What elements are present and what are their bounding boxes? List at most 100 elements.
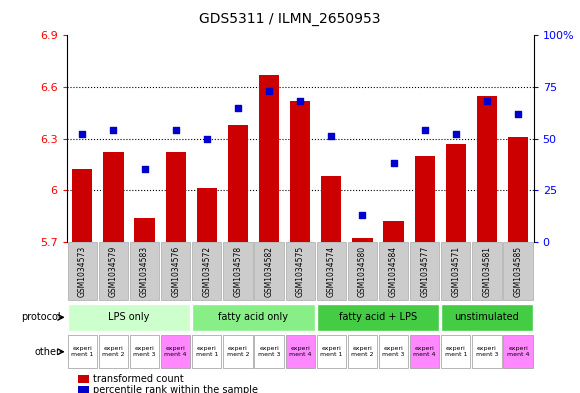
Bar bbox=[352, 238, 372, 242]
Point bbox=[233, 105, 242, 111]
Text: experi
ment 2: experi ment 2 bbox=[351, 346, 374, 357]
FancyBboxPatch shape bbox=[441, 242, 470, 300]
Point bbox=[420, 127, 429, 133]
Point bbox=[171, 127, 180, 133]
FancyBboxPatch shape bbox=[255, 242, 284, 300]
Text: GSM1034582: GSM1034582 bbox=[264, 246, 274, 297]
Text: experi
ment 4: experi ment 4 bbox=[414, 346, 436, 357]
Text: experi
ment 3: experi ment 3 bbox=[382, 346, 405, 357]
Text: experi
ment 2: experi ment 2 bbox=[102, 346, 125, 357]
FancyBboxPatch shape bbox=[285, 242, 315, 300]
FancyBboxPatch shape bbox=[379, 336, 408, 368]
Text: GSM1034578: GSM1034578 bbox=[233, 246, 242, 297]
Text: GSM1034575: GSM1034575 bbox=[296, 246, 304, 297]
FancyBboxPatch shape bbox=[223, 242, 252, 300]
Bar bbox=[259, 75, 279, 242]
FancyBboxPatch shape bbox=[503, 336, 532, 368]
Text: experi
ment 4: experi ment 4 bbox=[164, 346, 187, 357]
Text: GSM1034572: GSM1034572 bbox=[202, 246, 211, 297]
Bar bbox=[445, 144, 466, 242]
Point bbox=[513, 110, 523, 117]
FancyBboxPatch shape bbox=[192, 336, 222, 368]
Text: experi
ment 1: experi ment 1 bbox=[445, 346, 467, 357]
FancyBboxPatch shape bbox=[68, 336, 97, 368]
Bar bbox=[197, 188, 217, 242]
FancyBboxPatch shape bbox=[410, 336, 439, 368]
Text: GDS5311 / ILMN_2650953: GDS5311 / ILMN_2650953 bbox=[200, 12, 380, 26]
Text: fatty acid only: fatty acid only bbox=[219, 312, 288, 322]
Text: experi
ment 3: experi ment 3 bbox=[476, 346, 498, 357]
Text: GSM1034577: GSM1034577 bbox=[420, 246, 429, 297]
Text: experi
ment 3: experi ment 3 bbox=[133, 346, 156, 357]
Text: GSM1034580: GSM1034580 bbox=[358, 246, 367, 297]
Text: GSM1034585: GSM1034585 bbox=[513, 246, 523, 297]
Text: fatty acid + LPS: fatty acid + LPS bbox=[339, 312, 417, 322]
Point bbox=[264, 88, 274, 94]
FancyBboxPatch shape bbox=[410, 242, 439, 300]
Text: protocol: protocol bbox=[21, 312, 61, 322]
Text: GSM1034573: GSM1034573 bbox=[78, 246, 87, 297]
Bar bbox=[290, 101, 310, 242]
Text: GSM1034571: GSM1034571 bbox=[451, 246, 461, 297]
FancyBboxPatch shape bbox=[130, 336, 159, 368]
Text: experi
ment 1: experi ment 1 bbox=[71, 346, 93, 357]
FancyBboxPatch shape bbox=[317, 242, 346, 300]
FancyBboxPatch shape bbox=[130, 242, 159, 300]
Text: LPS only: LPS only bbox=[108, 312, 150, 322]
FancyBboxPatch shape bbox=[255, 336, 284, 368]
Point bbox=[78, 131, 87, 138]
Bar bbox=[103, 152, 124, 242]
Text: experi
ment 2: experi ment 2 bbox=[227, 346, 249, 357]
Point bbox=[140, 166, 149, 173]
Point bbox=[327, 133, 336, 140]
FancyBboxPatch shape bbox=[317, 336, 346, 368]
Bar bbox=[508, 137, 528, 242]
Bar bbox=[135, 218, 155, 242]
Text: experi
ment 4: experi ment 4 bbox=[289, 346, 311, 357]
Bar bbox=[321, 176, 342, 242]
Point bbox=[358, 212, 367, 218]
Point bbox=[389, 160, 398, 166]
Bar bbox=[415, 156, 435, 242]
FancyBboxPatch shape bbox=[99, 242, 128, 300]
FancyBboxPatch shape bbox=[192, 242, 222, 300]
FancyBboxPatch shape bbox=[441, 336, 470, 368]
FancyBboxPatch shape bbox=[161, 242, 190, 300]
FancyBboxPatch shape bbox=[223, 336, 252, 368]
FancyBboxPatch shape bbox=[192, 304, 315, 331]
FancyBboxPatch shape bbox=[348, 242, 377, 300]
Text: experi
ment 1: experi ment 1 bbox=[195, 346, 218, 357]
Text: other: other bbox=[35, 347, 61, 357]
Point bbox=[202, 135, 212, 141]
Bar bbox=[477, 95, 497, 242]
FancyBboxPatch shape bbox=[99, 336, 128, 368]
Text: unstimulated: unstimulated bbox=[455, 312, 519, 322]
Point bbox=[451, 131, 461, 138]
Text: experi
ment 3: experi ment 3 bbox=[258, 346, 280, 357]
FancyBboxPatch shape bbox=[379, 242, 408, 300]
FancyBboxPatch shape bbox=[317, 304, 439, 331]
Text: GSM1034574: GSM1034574 bbox=[327, 246, 336, 297]
Text: transformed count: transformed count bbox=[93, 374, 183, 384]
FancyBboxPatch shape bbox=[441, 304, 532, 331]
Point bbox=[483, 98, 492, 105]
FancyBboxPatch shape bbox=[161, 336, 190, 368]
FancyBboxPatch shape bbox=[285, 336, 315, 368]
Text: GSM1034579: GSM1034579 bbox=[109, 246, 118, 297]
Text: experi
ment 1: experi ment 1 bbox=[320, 346, 342, 357]
Text: GSM1034583: GSM1034583 bbox=[140, 246, 149, 297]
Bar bbox=[165, 152, 186, 242]
Text: percentile rank within the sample: percentile rank within the sample bbox=[93, 385, 258, 393]
Bar bbox=[228, 125, 248, 242]
Point bbox=[296, 98, 305, 105]
Bar bbox=[383, 221, 404, 242]
FancyBboxPatch shape bbox=[472, 336, 502, 368]
Bar bbox=[72, 169, 92, 242]
FancyBboxPatch shape bbox=[68, 304, 190, 331]
Text: GSM1034576: GSM1034576 bbox=[171, 246, 180, 297]
FancyBboxPatch shape bbox=[68, 242, 97, 300]
Text: GSM1034584: GSM1034584 bbox=[389, 246, 398, 297]
Point bbox=[109, 127, 118, 133]
FancyBboxPatch shape bbox=[472, 242, 502, 300]
FancyBboxPatch shape bbox=[503, 242, 532, 300]
